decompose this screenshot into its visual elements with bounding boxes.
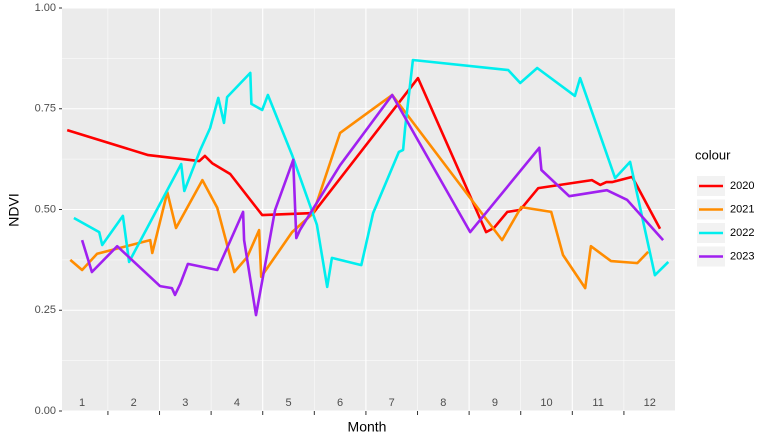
month-label: 8 — [440, 397, 446, 409]
month-label: 7 — [389, 397, 395, 409]
month-label: 3 — [182, 397, 188, 409]
y-tick-label: 0.50 — [35, 203, 56, 215]
y-tick-label: 1.00 — [35, 2, 56, 14]
legend-label: 2021 — [730, 203, 754, 215]
month-label: 6 — [337, 397, 343, 409]
x-axis-title: Month — [348, 419, 387, 435]
legend-title: colour — [695, 147, 731, 162]
month-label: 2 — [131, 397, 137, 409]
series-line — [66, 76, 662, 234]
legend-label: 2022 — [730, 227, 754, 239]
month-label: 4 — [234, 397, 240, 409]
y-axis-title: NDVI — [6, 193, 22, 226]
series-line — [80, 93, 665, 317]
series-line — [73, 58, 670, 289]
y-tick-label: 0.75 — [35, 103, 56, 115]
y-tick-label: 0.00 — [35, 405, 56, 417]
month-label: 5 — [285, 397, 291, 409]
legend-label: 2023 — [730, 250, 754, 262]
month-label: 12 — [644, 397, 656, 409]
month-label: 11 — [592, 397, 603, 409]
legend-label: 2020 — [730, 180, 754, 192]
series-line — [69, 93, 650, 290]
month-label: 1 — [79, 397, 85, 409]
month-label: 10 — [540, 397, 552, 409]
y-tick-label: 0.25 — [35, 304, 56, 316]
month-label: 9 — [492, 397, 498, 409]
